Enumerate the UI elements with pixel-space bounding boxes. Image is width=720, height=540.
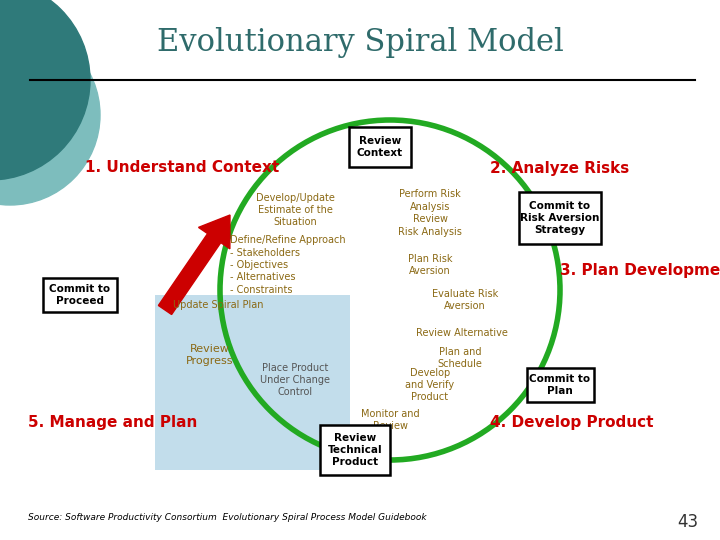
FancyBboxPatch shape <box>43 278 117 312</box>
FancyBboxPatch shape <box>320 425 390 475</box>
Text: Commit to
Risk Aversion
Strategy: Commit to Risk Aversion Strategy <box>521 201 600 234</box>
Text: Define/Refine Approach
- Stakeholders
- Objectives
- Alternatives
- Constraints: Define/Refine Approach - Stakeholders - … <box>230 235 346 295</box>
Text: 1. Understand Context: 1. Understand Context <box>85 160 279 176</box>
FancyArrow shape <box>158 215 230 314</box>
Text: 43: 43 <box>677 513 698 531</box>
Text: 3. Plan Development: 3. Plan Development <box>560 262 720 278</box>
Text: Review
Context: Review Context <box>357 136 403 158</box>
FancyBboxPatch shape <box>349 127 411 167</box>
FancyBboxPatch shape <box>526 368 593 402</box>
Text: Update Spiral Plan: Update Spiral Plan <box>173 300 264 310</box>
Text: Review
Technical
Product: Review Technical Product <box>328 434 382 467</box>
Text: Evaluate Risk
Aversion: Evaluate Risk Aversion <box>432 289 498 311</box>
Text: Commit to
Proceed: Commit to Proceed <box>50 284 111 306</box>
Text: Review Alternative: Review Alternative <box>416 328 508 338</box>
Text: 4. Develop Product: 4. Develop Product <box>490 415 654 429</box>
Text: 2. Analyze Risks: 2. Analyze Risks <box>490 160 629 176</box>
Text: Develop/Update
Estimate of the
Situation: Develop/Update Estimate of the Situation <box>256 193 334 227</box>
Text: Evolutionary Spiral Model: Evolutionary Spiral Model <box>157 26 563 57</box>
Text: Monitor and
Review: Monitor and Review <box>361 409 419 431</box>
Circle shape <box>0 0 90 180</box>
Bar <box>155 295 350 470</box>
Text: Source: Software Productivity Consortium  Evolutionary Spiral Process Model Guid: Source: Software Productivity Consortium… <box>28 514 427 523</box>
Text: Plan and
Schedule: Plan and Schedule <box>438 347 482 369</box>
FancyBboxPatch shape <box>519 192 601 244</box>
Text: Perform Risk
Analysis
Review
Risk Analysis: Perform Risk Analysis Review Risk Analys… <box>398 190 462 237</box>
Text: Place Product
Under Change
Control: Place Product Under Change Control <box>260 362 330 397</box>
Text: Review
Progress: Review Progress <box>186 344 234 366</box>
Text: Develop
and Verify
Product: Develop and Verify Product <box>405 368 454 402</box>
Circle shape <box>0 25 100 205</box>
Text: 5. Manage and Plan: 5. Manage and Plan <box>28 415 197 429</box>
Text: Commit to
Plan: Commit to Plan <box>529 374 590 396</box>
Text: Plan Risk
Aversion: Plan Risk Aversion <box>408 254 452 276</box>
